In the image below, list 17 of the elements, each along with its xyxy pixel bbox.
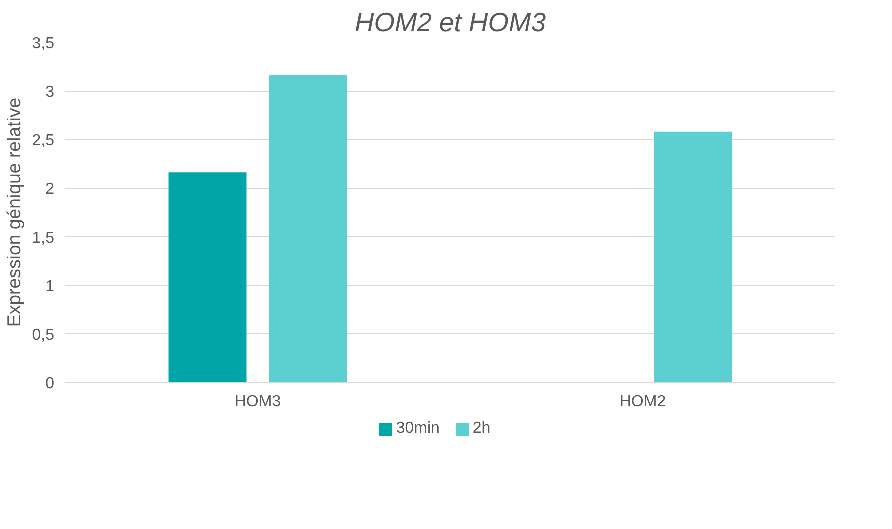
legend-label: 2h (472, 419, 491, 439)
y-tick-label: 0 (46, 376, 55, 392)
y-tick-label: 2,5 (32, 132, 55, 150)
y-tick-label: 3,5 (32, 36, 55, 52)
y-tick-label: 3 (46, 84, 55, 102)
bar (654, 132, 732, 382)
y-axis-title: Expression génique relative (3, 98, 24, 328)
y-tick-label: 1,5 (32, 230, 55, 247)
bar (269, 76, 348, 382)
x-tick-label: HOM3 (234, 394, 282, 410)
x-tick-label: HOM2 (620, 394, 666, 410)
legend-label: 30min (396, 419, 440, 439)
bar (168, 172, 247, 382)
y-tick-label: 2 (46, 181, 55, 198)
y-tick-label: 1 (46, 278, 55, 296)
y-tick-label: 0,5 (32, 326, 55, 344)
chart-title: HOM2 et HOM3 (354, 8, 546, 38)
